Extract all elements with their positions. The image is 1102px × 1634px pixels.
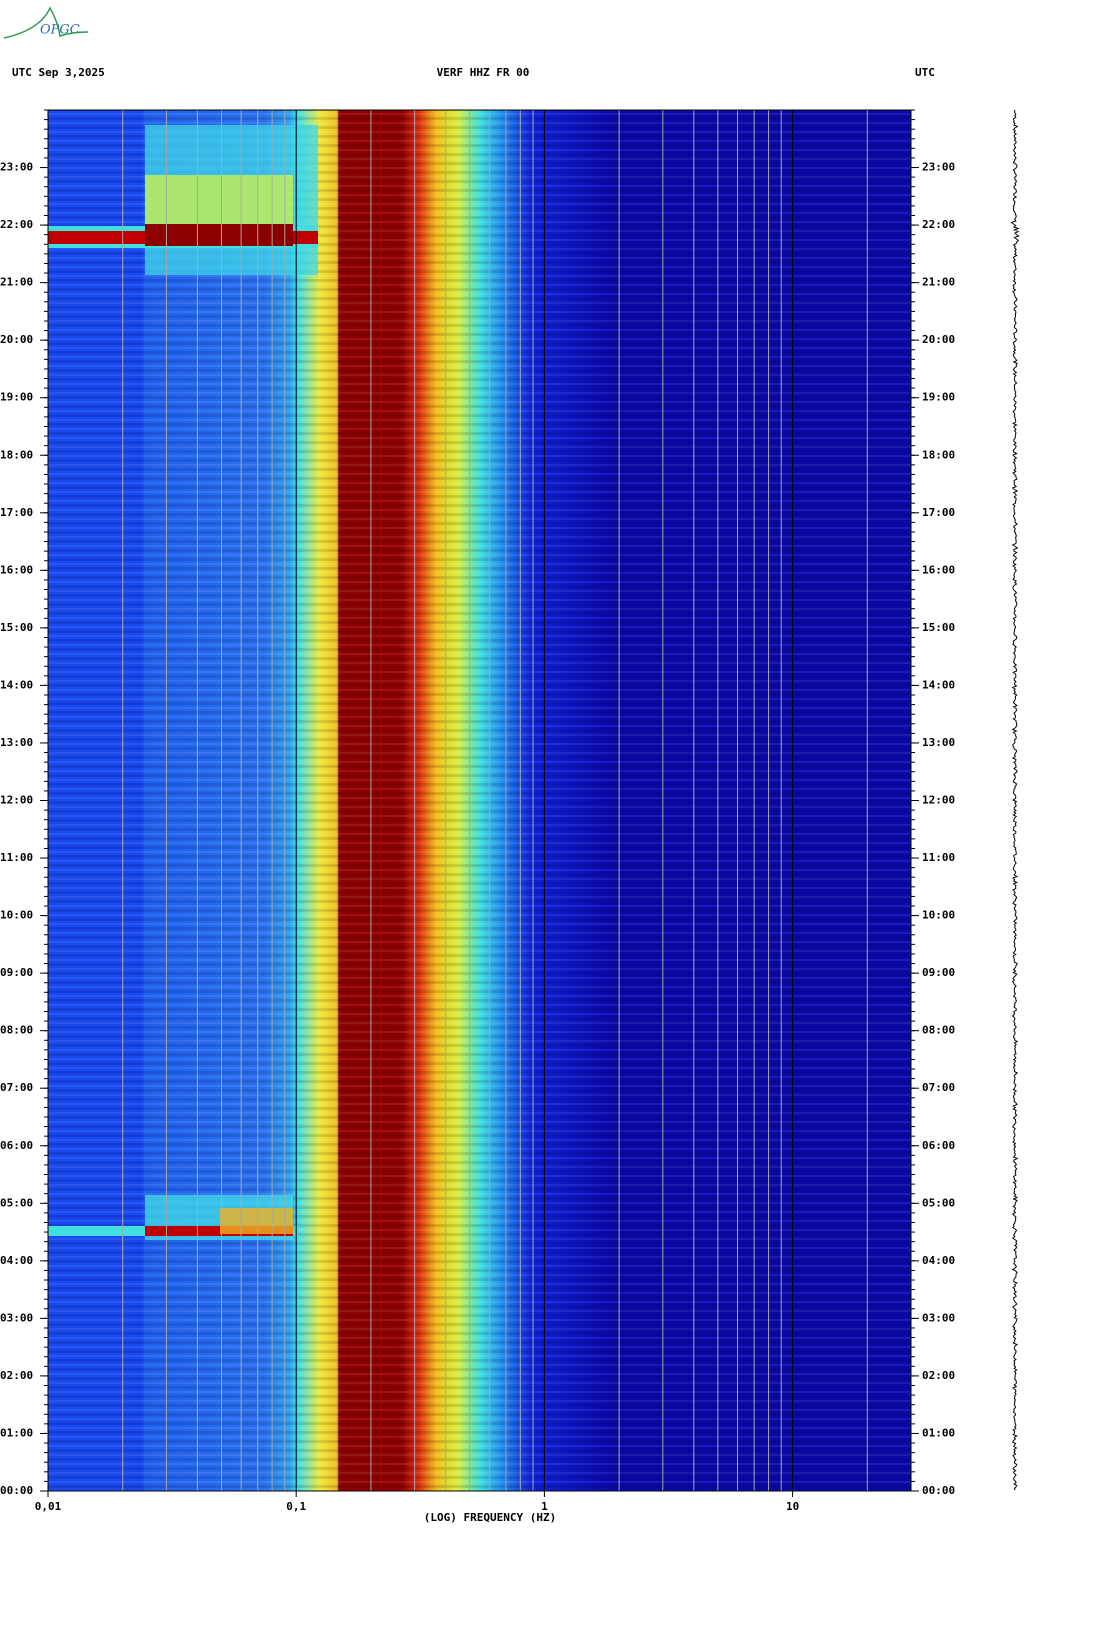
right-header: UTC: [915, 66, 935, 79]
y-tick-label: 21:00: [0, 276, 33, 289]
y-tick-label: 16:00: [922, 563, 955, 576]
y-tick-label: 10:00: [922, 909, 955, 922]
chart-title: VERF HHZ FR 00: [437, 66, 530, 79]
axes: 0,01 0,1 1 10 00:00 00:00 01:00 01:00 02:00 02:00…: [0, 109, 955, 1513]
y-tick-label: 03:00: [922, 1311, 955, 1324]
y-tick-label: 18:00: [922, 448, 955, 461]
event-band: [220, 1208, 293, 1234]
y-tick-label: 08:00: [922, 1024, 955, 1037]
seismogram-trace: [1010, 109, 1020, 1491]
event-band: [145, 224, 293, 246]
event-band: [145, 1226, 293, 1236]
y-tick-label: 17:00: [0, 506, 33, 519]
y-tick-label: 19:00: [0, 391, 33, 404]
y-tick-label: 16:00: [0, 563, 33, 576]
y-tick-label: 11:00: [922, 851, 955, 864]
y-tick-label: 02:00: [922, 1369, 955, 1382]
y-tick-label: 06:00: [0, 1139, 33, 1152]
y-tick-label: 05:00: [922, 1196, 955, 1209]
y-tick-label: 15:00: [922, 621, 955, 634]
y-tick-label: 20:00: [0, 333, 33, 346]
x-tick-label: 10: [786, 1500, 799, 1513]
y-tick-label: 11:00: [0, 851, 33, 864]
y-tick-label: 02:00: [0, 1369, 33, 1382]
y-tick-label: 06:00: [922, 1139, 955, 1152]
y-tick-label: 01:00: [0, 1426, 33, 1439]
y-tick-label: 12:00: [0, 794, 33, 807]
y-tick-label: 13:00: [0, 736, 33, 749]
y-tick-label: 15:00: [0, 621, 33, 634]
logo-mark: [3, 6, 89, 39]
y-tick-label: 05:00: [0, 1196, 33, 1209]
y-tick-label: 21:00: [922, 276, 955, 289]
y-tick-label: 20:00: [922, 333, 955, 346]
y-tick-label: 19:00: [922, 391, 955, 404]
y-tick-label: 09:00: [922, 966, 955, 979]
y-tick-label: 10:00: [0, 909, 33, 922]
plot-frame: [47, 109, 912, 1492]
y-tick-label: 22:00: [0, 218, 33, 231]
y-tick-label: 04:00: [922, 1254, 955, 1267]
x-axis-label: (LOG) FREQUENCY (HZ): [424, 1511, 556, 1524]
y-tick-label: 14:00: [0, 678, 33, 691]
y-tick-label: 09:00: [0, 966, 33, 979]
y-tick-label: 08:00: [0, 1024, 33, 1037]
y-tick-label: 07:00: [922, 1081, 955, 1094]
x-tick-label: 1: [541, 1500, 548, 1513]
y-tick-label: 12:00: [922, 794, 955, 807]
y-tick-label: 00:00: [0, 1484, 33, 1497]
y-tick-label: 22:00: [922, 218, 955, 231]
x-tick-label: 0,01: [35, 1500, 62, 1513]
y-tick-label: 03:00: [0, 1311, 33, 1324]
y-tick-label: 17:00: [922, 506, 955, 519]
spectrogram: [48, 110, 911, 1491]
spectrum-texture: [48, 110, 911, 1491]
y-tick-label: 18:00: [0, 448, 33, 461]
y-tick-label: 23:00: [922, 161, 955, 174]
y-tick-label: 14:00: [922, 678, 955, 691]
event-halo: [145, 175, 293, 225]
y-tick-label: 07:00: [0, 1081, 33, 1094]
x-tick-label: 0,1: [286, 1500, 306, 1513]
y-tick-label: 01:00: [922, 1426, 955, 1439]
y-tick-label: 04:00: [0, 1254, 33, 1267]
left-header: UTC Sep 3,2025: [12, 66, 105, 79]
y-tick-label: 13:00: [922, 736, 955, 749]
y-tick-label: 23:00: [0, 161, 33, 174]
y-tick-label: 00:00: [922, 1484, 955, 1497]
